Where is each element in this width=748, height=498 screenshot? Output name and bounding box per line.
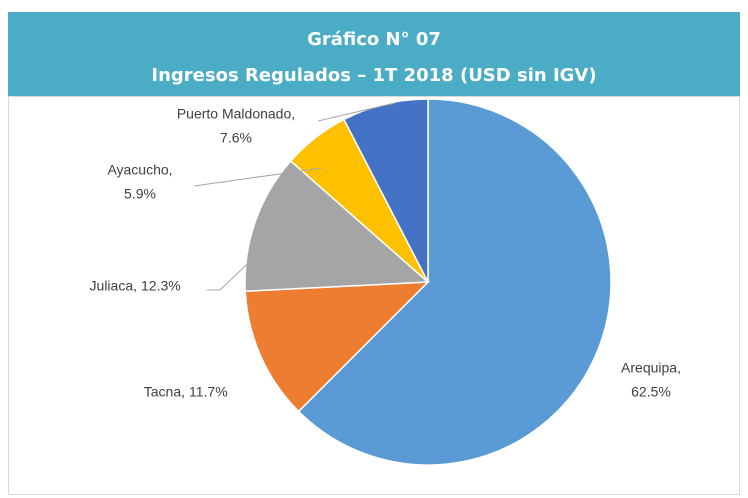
leader-line xyxy=(207,249,263,291)
pie-slice xyxy=(297,98,612,466)
pie-slice xyxy=(244,281,430,413)
data-label-value: 62.5% xyxy=(631,384,671,400)
data-label-name: Tacna, xyxy=(144,384,185,400)
leader-line xyxy=(317,102,396,122)
data-label-value: 11.7% xyxy=(189,384,228,400)
pie-slice xyxy=(244,159,430,292)
header-band xyxy=(8,12,740,96)
data-label-name: Juliaca, xyxy=(90,278,137,294)
chart-title: Gráfico N° 07 xyxy=(307,29,441,50)
data-label-name: Puerto Maldonado, xyxy=(177,106,295,122)
data-label-value: 7.6% xyxy=(220,130,252,146)
chart-subtitle: Ingresos Regulados – 1T 2018 (USD sin IG… xyxy=(151,65,596,86)
pie xyxy=(244,98,612,466)
data-label-name: Arequipa, xyxy=(621,360,681,376)
pie-slice xyxy=(342,98,429,283)
leader-line xyxy=(193,167,323,187)
data-label-value: 12.3% xyxy=(141,278,181,294)
data-label-value: 5.9% xyxy=(124,186,156,202)
data-label-name: Ayacucho, xyxy=(107,162,172,178)
